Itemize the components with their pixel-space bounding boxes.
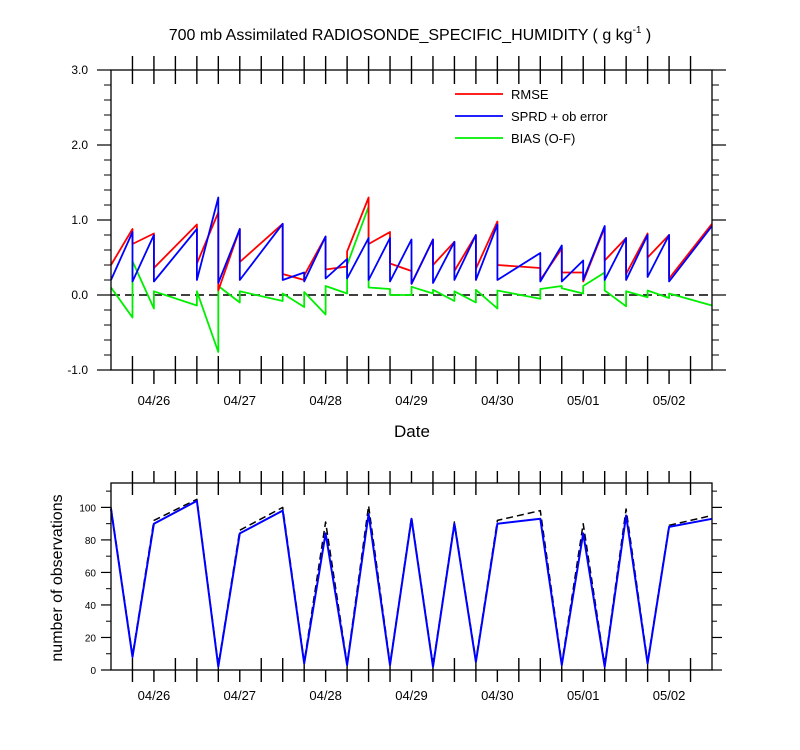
x-tick-label: 04/28 — [309, 393, 342, 408]
chart-title: 700 mb Assimilated RADIOSONDE_SPECIFIC_H… — [169, 25, 652, 44]
legend-label: BIAS (O-F) — [511, 131, 575, 146]
top-axis-ticks — [97, 56, 726, 384]
y-axis-label: number of observations — [49, 494, 66, 661]
y-tick-label: 20 — [85, 633, 97, 644]
y-tick-label: 2.0 — [71, 138, 88, 152]
x-tick-label: 04/29 — [395, 393, 428, 408]
y-tick-label: 80 — [85, 536, 97, 547]
bottom-plot-frame — [110, 482, 713, 671]
y-tick-label: 3.0 — [71, 63, 88, 77]
top-y-tick-labels: -1.0 0.0 1.0 2.0 3.0 — [67, 63, 88, 377]
x-tick-label: 04/28 — [309, 688, 342, 703]
x-axis-label: Date — [394, 422, 430, 441]
y-tick-label: 40 — [85, 601, 97, 612]
y-tick-label: -1.0 — [67, 363, 88, 377]
bottom-chart: 0 20 40 60 80 100 04/26 04/27 04/28 04/29 04/30 05… — [49, 471, 722, 703]
top-chart: 700 mb Assimilated RADIOSONDE_SPECIFIC_H… — [67, 25, 726, 441]
obs-series-used — [110, 499, 713, 668]
x-tick-label: 05/01 — [567, 688, 600, 703]
x-tick-label: 04/30 — [481, 393, 514, 408]
title-superscript: -1 — [633, 25, 642, 36]
legend-label: SPRD + ob error — [511, 109, 608, 124]
y-tick-label: 1.0 — [71, 213, 88, 227]
x-tick-label: 05/01 — [567, 393, 600, 408]
bottom-series-group — [110, 498, 713, 668]
x-tick-label: 04/26 — [138, 688, 171, 703]
x-tick-label: 05/02 — [653, 393, 686, 408]
legend: RMSE SPRD + ob error BIAS (O-F) — [455, 87, 608, 146]
series-line-sprd-ob-error — [110, 196, 713, 285]
y-tick-label: 0.0 — [71, 288, 88, 302]
x-tick-label: 04/29 — [395, 688, 428, 703]
top-series-group — [110, 196, 713, 353]
y-tick-label: 0 — [90, 666, 96, 677]
legend-label: RMSE — [511, 87, 549, 102]
top-plot-frame — [110, 69, 713, 371]
y-tick-label: 100 — [79, 503, 96, 514]
x-tick-label: 04/26 — [138, 393, 171, 408]
bottom-x-tick-labels: 04/26 04/27 04/28 04/29 04/30 05/01 05/02 — [138, 688, 686, 703]
x-tick-label: 04/27 — [224, 688, 257, 703]
x-tick-label: 04/30 — [481, 688, 514, 703]
x-tick-label: 04/27 — [224, 393, 257, 408]
bottom-y-tick-labels: 0 20 40 60 80 100 — [79, 503, 96, 677]
x-tick-label: 05/02 — [653, 688, 686, 703]
top-x-tick-labels: 04/26 04/27 04/28 04/29 04/30 05/01 05/02 — [138, 393, 686, 408]
y-tick-label: 60 — [85, 568, 97, 579]
